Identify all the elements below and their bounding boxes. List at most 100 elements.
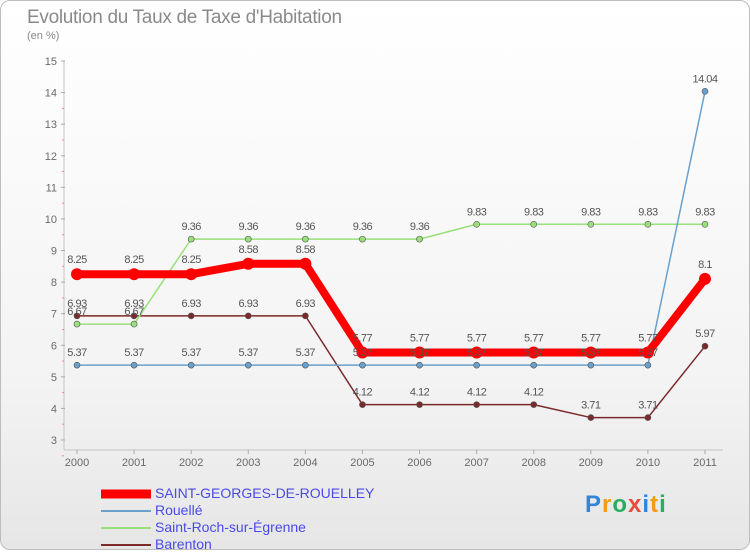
data-label-rouelle: 5.37: [296, 347, 316, 359]
data-point-barenton: [644, 414, 652, 421]
data-point-rouelle: [73, 361, 81, 369]
data-label-rouelle: 5.37: [239, 347, 259, 359]
x-tick-label: 2005: [350, 457, 374, 469]
data-label-barenton: 4.12: [410, 387, 430, 399]
data-point-rouelle: [187, 361, 195, 369]
data-point-rouelle: [130, 361, 138, 369]
data-point-saint-roch: [187, 235, 195, 243]
x-tick-label: 2011: [693, 457, 717, 469]
data-point-rouelle: [644, 361, 652, 369]
data-label-barenton: 3.71: [638, 400, 658, 412]
y-tick-label: 10: [45, 214, 57, 226]
data-label-saint-roch: 9.36: [353, 221, 373, 233]
y-tick-label: 6: [51, 340, 57, 352]
y-tick-label: 7: [51, 309, 57, 321]
y-tick-label: 15: [45, 56, 57, 68]
data-point-saint-roch: [130, 320, 138, 328]
data-point-saint-georges: [71, 268, 83, 281]
data-label-barenton: 6.93: [181, 298, 201, 310]
proxiti-logo: Proxiti: [585, 491, 667, 519]
data-point-rouelle: [302, 361, 309, 369]
legend-label-rouelle: Rouellé: [155, 502, 203, 518]
data-label-saint-georges: 8.25: [67, 254, 87, 266]
x-tick-label: 2008: [521, 457, 545, 469]
data-label-saint-georges: 5.77: [353, 333, 373, 345]
data-point-saint-georges: [185, 268, 198, 281]
data-label-barenton: 4.12: [524, 387, 544, 399]
data-point-barenton: [130, 312, 138, 320]
legend-swatch-saint-georges: [101, 489, 151, 498]
data-label-rouelle: 5.37: [467, 347, 487, 359]
data-point-saint-roch: [302, 235, 309, 243]
data-point-barenton: [473, 401, 480, 408]
data-label-barenton: 6.93: [67, 298, 87, 310]
data-label-barenton: 6.93: [296, 298, 316, 310]
axes: 3 4 5 6 7 8 9 10 11 12 13 14 15 2000 2001 2002 2003 2004 2…: [45, 56, 723, 469]
data-label-rouelle: 5.37: [353, 347, 373, 359]
data-point-barenton: [359, 401, 366, 408]
legend-label-saint-georges: SAINT-GEORGES-DE-ROUELLEY: [155, 485, 375, 501]
legend-swatch-barenton: [101, 543, 151, 546]
data-label-barenton: 4.12: [353, 387, 373, 399]
data-label-rouelle: 5.37: [67, 347, 87, 359]
data-point-barenton: [530, 401, 538, 408]
data-label-saint-roch: 9.83: [581, 206, 601, 218]
data-label-saint-georges: 5.77: [410, 333, 430, 345]
data-label-saint-roch: 9.83: [695, 206, 715, 218]
data-point-saint-roch: [644, 220, 652, 228]
series-line-saint-georges: [73, 259, 709, 357]
y-tick-label: 4: [51, 403, 57, 415]
y-tick-label: 3: [51, 435, 57, 447]
data-point-barenton: [73, 312, 81, 320]
data-label-saint-georges: 8.58: [239, 244, 259, 256]
data-point-saint-roch: [587, 220, 595, 228]
data-label-rouelle: 5.37: [410, 347, 430, 359]
x-tick-label: 2007: [464, 457, 488, 469]
x-tick-label: 2004: [293, 457, 317, 469]
data-point-barenton: [244, 312, 252, 320]
data-label-saint-georges: 8.25: [124, 254, 144, 266]
x-tick-label: 2002: [179, 457, 203, 469]
y-tick-label: 5: [51, 372, 57, 384]
data-label-saint-roch: 6.67: [67, 306, 87, 318]
data-label-saint-roch: 9.36: [181, 221, 201, 233]
logo-letter: i: [642, 491, 651, 518]
logo-letter: P: [585, 491, 603, 518]
data-point-saint-roch: [359, 235, 366, 243]
x-tick-label: 2006: [407, 457, 431, 469]
series-line-saint-roch: [76, 223, 706, 325]
data-point-saint-roch: [244, 235, 252, 243]
data-label-saint-roch: 9.36: [410, 221, 430, 233]
data-label-rouelle: 5.37: [524, 347, 544, 359]
data-point-saint-georges: [128, 268, 141, 281]
data-label-barenton: 4.12: [467, 387, 487, 399]
logo-letter: i: [659, 491, 667, 518]
data-point-saint-roch: [73, 320, 81, 328]
data-label-rouelle: 5.37: [581, 347, 601, 359]
data-point-saint-georges: [470, 346, 483, 359]
x-tick-label: 2010: [636, 457, 660, 469]
x-tick-label: 2009: [579, 457, 603, 469]
data-label-saint-roch: 6.67: [124, 306, 144, 318]
logo-letter: r: [602, 491, 613, 518]
data-point-saint-georges: [299, 257, 312, 270]
data-label-saint-roch: 9.36: [239, 221, 259, 233]
legend-swatch-rouelle: [101, 509, 151, 512]
data-label-rouelle: 5.37: [181, 347, 201, 359]
data-label-rouelle: 5.37: [124, 347, 144, 359]
data-point-saint-roch: [530, 220, 538, 228]
data-point-saint-georges: [584, 346, 597, 359]
data-label-barenton: 3.71: [581, 400, 601, 412]
series-layer: [71, 88, 711, 421]
logo-letter: t: [650, 491, 660, 518]
data-label-saint-roch: 9.83: [638, 206, 658, 218]
y-tick-label: 13: [45, 119, 57, 131]
data-label-saint-georges: 8.58: [296, 244, 316, 256]
data-label-saint-georges: 8.1: [698, 259, 712, 271]
logo-letter: o: [612, 491, 629, 518]
data-label-saint-georges: 8.25: [181, 254, 201, 266]
series-line-rouelle: [76, 90, 706, 366]
x-tick-label: 2001: [122, 457, 146, 469]
data-point-rouelle: [244, 361, 252, 369]
